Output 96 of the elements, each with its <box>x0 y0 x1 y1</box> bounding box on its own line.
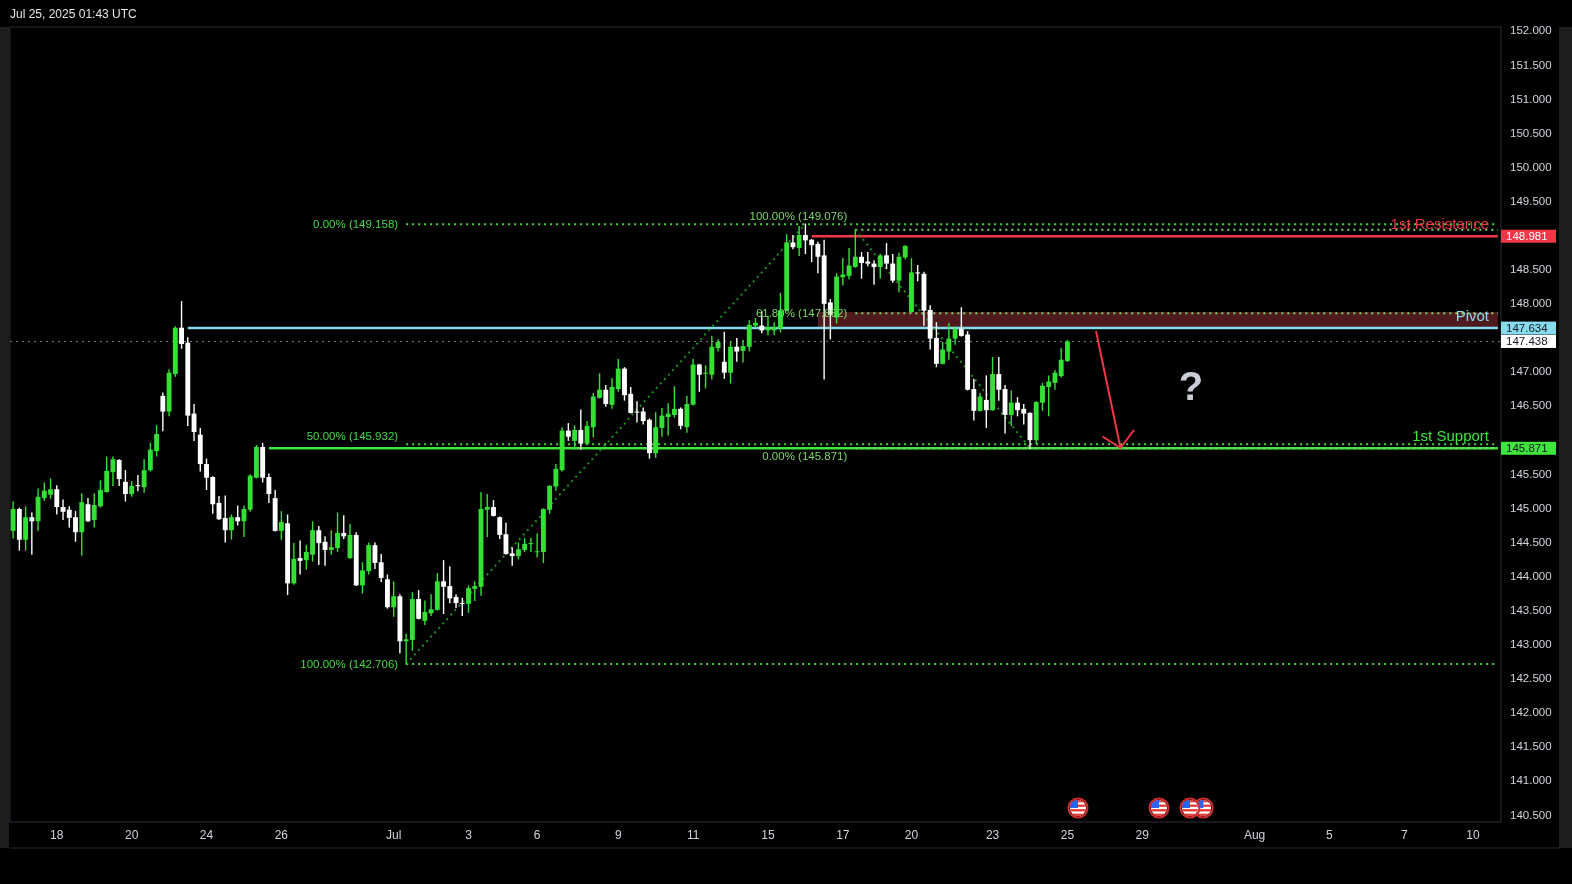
candlestick <box>603 384 609 407</box>
series-label: Pivot <box>1455 306 1490 324</box>
x-tick-label: 7 <box>1400 828 1408 842</box>
x-tick-label: 20 <box>904 828 919 842</box>
y-tick-label: 143.000 <box>1510 638 1552 651</box>
x-tick-label: 25 <box>1060 828 1075 842</box>
y-tick-label: 144.500 <box>1510 535 1552 548</box>
x-tick-label: 26 <box>274 828 289 842</box>
y-tick-label: 150.500 <box>1510 126 1552 139</box>
candlestick <box>528 537 534 553</box>
candlestick <box>684 395 690 433</box>
candlestick <box>497 516 503 540</box>
candlestick <box>278 511 284 540</box>
candlestick <box>790 234 796 250</box>
x-tick-label: 24 <box>199 828 214 842</box>
y-tick-label: 145.500 <box>1510 467 1552 480</box>
x-tick-label: Aug <box>1243 828 1266 842</box>
candlestick <box>509 547 515 566</box>
ref-line-label: 147.438 <box>1506 335 1548 348</box>
x-tick-label: 3 <box>465 828 473 842</box>
candlestick <box>796 226 802 257</box>
y-tick-label: 141.000 <box>1510 774 1552 787</box>
candlestick <box>141 459 147 493</box>
candlestick <box>29 512 35 555</box>
y-tick-label: 151.000 <box>1510 92 1552 105</box>
candlestick <box>890 254 896 283</box>
y-tick-label: 146.500 <box>1510 399 1552 412</box>
series-label: 100.00% (142.706) <box>300 658 399 671</box>
y-tick-label: 144.000 <box>1510 569 1552 582</box>
candlestick <box>391 581 397 617</box>
x-tick-label: 23 <box>985 828 1000 842</box>
candlestick <box>484 494 490 538</box>
data-label: 145.871 <box>1506 442 1548 455</box>
x-tick-label: 10 <box>1466 828 1480 842</box>
x-tick-label: 6 <box>533 828 541 842</box>
x-tick-label: 20 <box>124 828 139 842</box>
y-tick-label: 141.500 <box>1510 740 1552 753</box>
x-tick-label: 29 <box>1135 828 1150 842</box>
candlestick <box>721 331 727 379</box>
y-tick-label: 150.000 <box>1510 160 1552 173</box>
y-tick-label: 145.000 <box>1510 501 1552 514</box>
series-label: 100.00% (149.076) <box>749 209 848 222</box>
annotation: ? <box>1178 364 1204 409</box>
y-tick-label: 152.000 <box>1510 24 1552 37</box>
x-tick-label: 17 <box>836 828 850 842</box>
candlestick <box>116 459 122 486</box>
candlestick <box>877 254 883 279</box>
candlestick <box>222 495 228 543</box>
candlestick <box>715 339 721 352</box>
y-tick-label: 148.000 <box>1510 297 1552 310</box>
candlestick <box>416 590 422 620</box>
candlestick <box>23 506 29 551</box>
series-label: 50.00% (145.932) <box>306 430 399 443</box>
candlestick <box>884 243 889 270</box>
x-tick-label: 15 <box>761 828 775 842</box>
y-tick-label: 151.500 <box>1510 58 1552 71</box>
candlestick <box>696 363 702 392</box>
y-tick-label: 142.500 <box>1510 672 1552 685</box>
candlestick <box>10 501 16 539</box>
candlestick <box>135 474 141 492</box>
candlestick <box>229 514 234 540</box>
candlestick <box>615 359 621 392</box>
x-tick-label: 9 <box>614 828 622 842</box>
candlestick <box>422 600 428 625</box>
series-label: 0.00% (149.158) <box>313 218 399 231</box>
text: Jul 25, 2025 01:43 UTC <box>10 7 138 21</box>
x-tick-label: 11 <box>686 828 700 842</box>
candlestick <box>160 392 166 432</box>
data-label: 147.634 <box>1506 322 1549 335</box>
candlestick <box>802 223 808 255</box>
series-label: 0.00% (145.871) <box>762 450 848 463</box>
data-label: 148.981 <box>1506 230 1548 243</box>
x-tick-label: Jul <box>386 828 402 842</box>
candlestick <box>983 375 989 428</box>
candlestick <box>734 337 740 362</box>
y-tick-label: 140.500 <box>1510 808 1552 821</box>
y-tick-label: 142.000 <box>1510 706 1552 719</box>
candlestick <box>297 540 303 575</box>
candlestick <box>678 407 684 430</box>
x-tick-label: 5 <box>1326 828 1334 842</box>
candlestick <box>1008 390 1014 426</box>
series-label: 1st Support <box>1412 426 1490 444</box>
candlestick <box>378 554 384 583</box>
y-tick-label: 147.000 <box>1510 365 1552 378</box>
series-label: 1st Resistance <box>1390 214 1489 232</box>
y-tick-label: 143.500 <box>1510 603 1552 616</box>
candlestick <box>54 485 60 515</box>
x-tick-label: 18 <box>50 828 64 842</box>
y-tick-label: 148.500 <box>1510 263 1552 276</box>
candlestick <box>578 409 584 450</box>
candlestick <box>316 526 322 565</box>
line-series <box>854 228 1031 450</box>
candlestick <box>235 505 241 526</box>
y-tick-label: 149.500 <box>1510 194 1552 207</box>
candlestick <box>996 356 1002 401</box>
candlestick <box>122 470 128 502</box>
